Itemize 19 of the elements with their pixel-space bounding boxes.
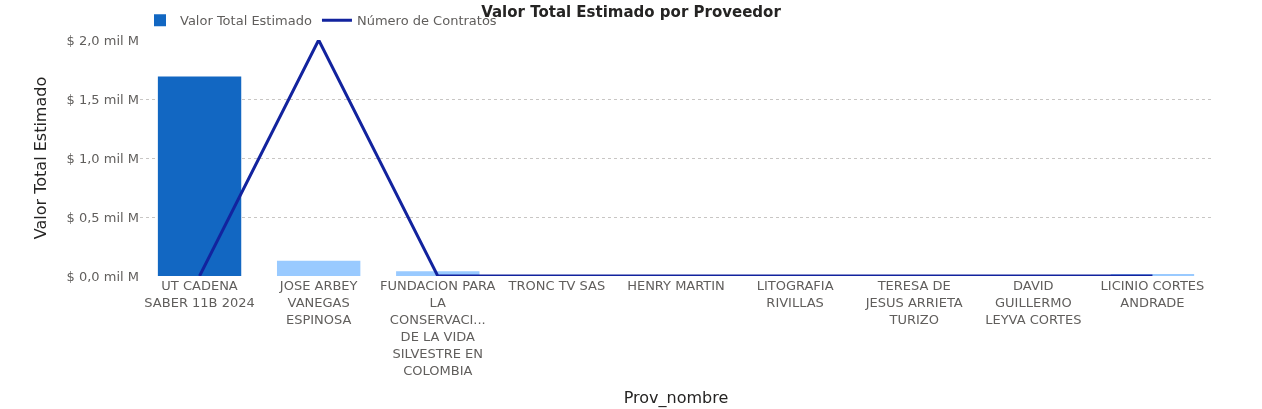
y-tick-label: $ 0,5 mil M [66,209,139,225]
legend-label: Valor Total Estimado [180,13,312,29]
y-tick-label: $ 2,0 mil M [66,32,139,48]
x-tick-label: LICINIO CORTES ANDRADE [1100,278,1205,310]
y-tick-label: $ 0,0 mil M [66,268,139,284]
x-tick-label: LITOGRAFIA RIVILLAS [756,278,834,310]
y-tick-label: $ 1,0 mil M [66,150,139,166]
x-tick-label: JOSE ARBEY VANEGAS ESPINOSA [278,278,358,327]
bar [276,260,361,276]
x-tick-label: HENRY MARTIN [627,278,725,293]
bar [157,76,242,276]
y-tick-label: $ 1,5 mil M [66,91,139,107]
y-axis-title: Valor Total Estimado [31,76,51,240]
x-tick-label: DAVID GUILLERMO LEYVA CORTES [985,278,1082,327]
x-tick-label: UT CADENA SABER 11B 2024 [144,278,255,310]
x-tick-label: TERESA DE JESUS ARRIETA TURIZO [864,278,963,327]
x-tick-label: FUNDACION PARA LA CONSERVACI... DE LA VIDA SILVESTRE EN COLOMBIA [380,278,496,378]
x-axis-title: Prov_nombre [623,388,729,409]
x-tick-label: TRONC TV SAS [507,278,606,293]
